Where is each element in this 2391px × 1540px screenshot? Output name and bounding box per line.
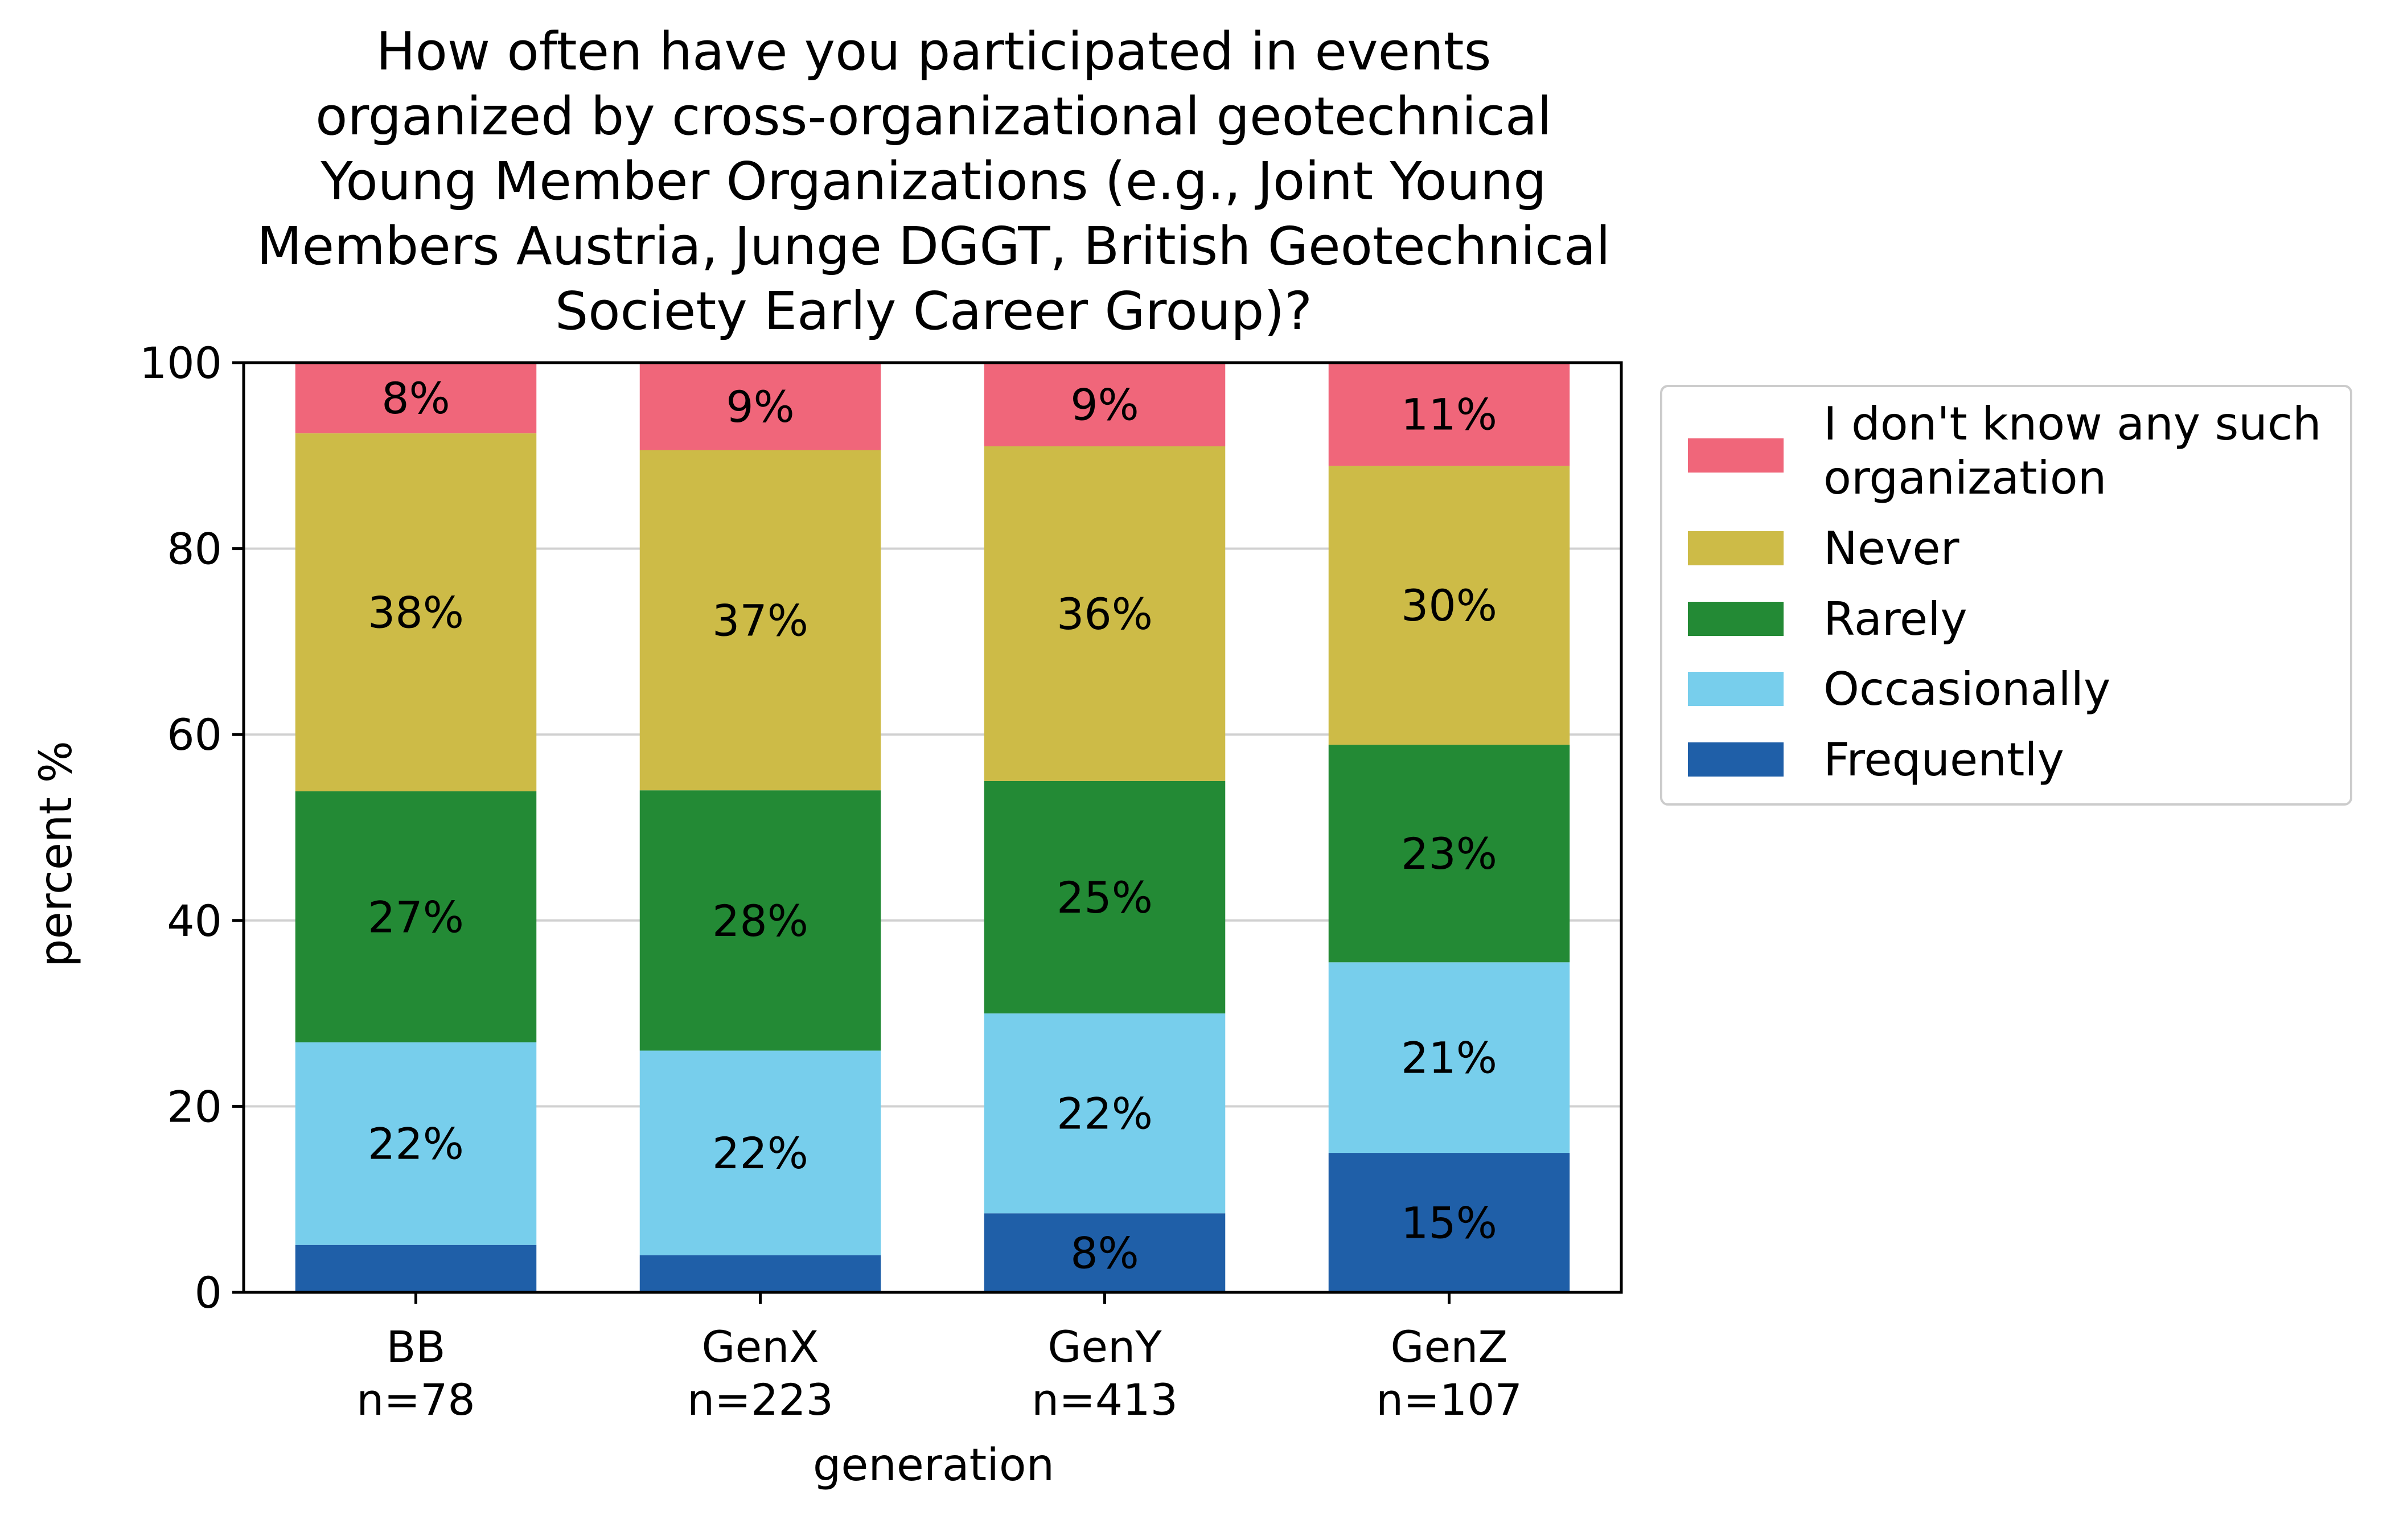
bar-i-don-t-know-any-such-organization-genx (639, 363, 881, 450)
x-tick-label: GenZ (1391, 1321, 1508, 1372)
chart-title-line: organized by cross-organizational geotec… (315, 86, 1552, 147)
chart-title-line: Society Early Career Group)? (555, 281, 1312, 342)
y-axis-label: percent % (31, 741, 82, 967)
bar-rarely-genz (1328, 745, 1570, 963)
y-tick-label: 0 (195, 1267, 222, 1318)
legend-label-rarely: Rarely (1823, 593, 1967, 646)
chart-title-line: Members Austria, Junge DGGT, British Geo… (257, 216, 1611, 277)
y-tick-label: 20 (167, 1081, 222, 1132)
plot-frame (242, 361, 1623, 1294)
bar-occasionally-geny (984, 1013, 1226, 1214)
bar-i-don-t-know-any-such-organization-genz (1328, 363, 1570, 466)
bar-label-occasionally-genz: 21% (1401, 1033, 1497, 1083)
x-tick-sample-size: n=413 (1032, 1374, 1178, 1425)
x-tick-label: GenY (1047, 1321, 1162, 1372)
bars (295, 363, 1570, 1292)
y-tick-label: 40 (167, 896, 222, 946)
bar-value-labels: 22% 27% 38% 8% 22% 28% 37% 9% 8% 22% 25% 36% 9% 15% 21… (368, 373, 1497, 1279)
bar-rarely-geny (984, 781, 1226, 1014)
bar-label-i-don-t-know-any-such-organization-bb: 8% (381, 373, 450, 424)
bar-label-rarely-genz: 23% (1401, 828, 1497, 879)
chart-title-line: How often have you participated in event… (376, 21, 1491, 82)
y-tick-label: 100 (139, 338, 222, 388)
bar-label-rarely-genx: 28% (712, 896, 808, 946)
bar-occasionally-bb (295, 1042, 537, 1245)
bar-label-never-genx: 37% (712, 595, 808, 646)
bar-frequently-bb (295, 1245, 537, 1292)
bar-frequently-genx (639, 1255, 881, 1292)
y-tick-label: 60 (167, 709, 222, 760)
bar-label-i-don-t-know-any-such-organization-genz: 11% (1401, 389, 1497, 440)
y-axis-ticks: 0 20 40 60 80 100 (139, 338, 244, 1318)
chart-title-line: Young Member Organizations (e.g., Joint … (320, 151, 1546, 212)
bar-never-bb (295, 433, 537, 791)
y-tick-label: 80 (167, 524, 222, 574)
bar-label-i-don-t-know-any-such-organization-geny: 9% (1070, 379, 1139, 430)
axes (242, 361, 1623, 1294)
legend-box (1660, 385, 2352, 806)
bar-label-occasionally-geny: 22% (1057, 1089, 1153, 1139)
legend-swatch-frequently (1688, 742, 1784, 777)
bar-label-never-geny: 36% (1057, 589, 1153, 639)
bar-never-genx (639, 450, 881, 791)
bar-label-frequently-genz: 15% (1401, 1198, 1497, 1249)
bar-label-never-bb: 38% (368, 587, 464, 638)
bar-i-don-t-know-any-such-organization-geny (984, 363, 1226, 446)
bar-i-don-t-know-any-such-organization-bb (295, 363, 537, 434)
legend-swatch-never (1688, 531, 1784, 565)
chart-title: How often have you participated in event… (257, 21, 1611, 342)
bar-label-i-don-t-know-any-such-organization-genx: 9% (726, 381, 795, 432)
bar-never-geny (984, 446, 1226, 781)
bar-label-never-genz: 30% (1401, 580, 1497, 631)
legend-swatch-i-don-t-know-any-such-organization (1688, 438, 1784, 473)
bar-rarely-genx (639, 790, 881, 1051)
x-tick-sample-size: n=107 (1376, 1374, 1522, 1425)
bar-frequently-genz (1328, 1153, 1570, 1292)
x-tick-sample-size: n=223 (687, 1374, 833, 1425)
x-tick-label: GenX (702, 1321, 819, 1372)
x-axis-label: generation (813, 1440, 1054, 1491)
x-tick-label: BB (386, 1321, 445, 1372)
bar-label-rarely-geny: 25% (1057, 872, 1153, 923)
bar-frequently-geny (984, 1213, 1226, 1292)
legend-swatch-occasionally (1688, 672, 1784, 706)
bar-rarely-bb (295, 791, 537, 1042)
legend-label-i-don-t-know-any-such-organization: organization (1823, 451, 2106, 504)
legend-label-occasionally: Occasionally (1823, 663, 2110, 716)
bar-occasionally-genz (1328, 962, 1570, 1153)
bar-occasionally-genx (639, 1050, 881, 1255)
bar-label-occasionally-bb: 22% (368, 1119, 464, 1169)
bar-label-rarely-bb: 27% (368, 892, 464, 942)
legend-label-frequently: Frequently (1823, 733, 2064, 786)
bar-label-occasionally-genx: 22% (712, 1128, 808, 1178)
legend-label-i-don-t-know-any-such-organization: I don't know any such (1823, 397, 2322, 450)
bar-label-frequently-geny: 8% (1070, 1228, 1139, 1279)
legend-swatch-rarely (1688, 602, 1784, 636)
bar-never-genz (1328, 466, 1570, 745)
legend-label-never: Never (1823, 522, 1959, 575)
x-tick-sample-size: n=78 (356, 1374, 475, 1425)
